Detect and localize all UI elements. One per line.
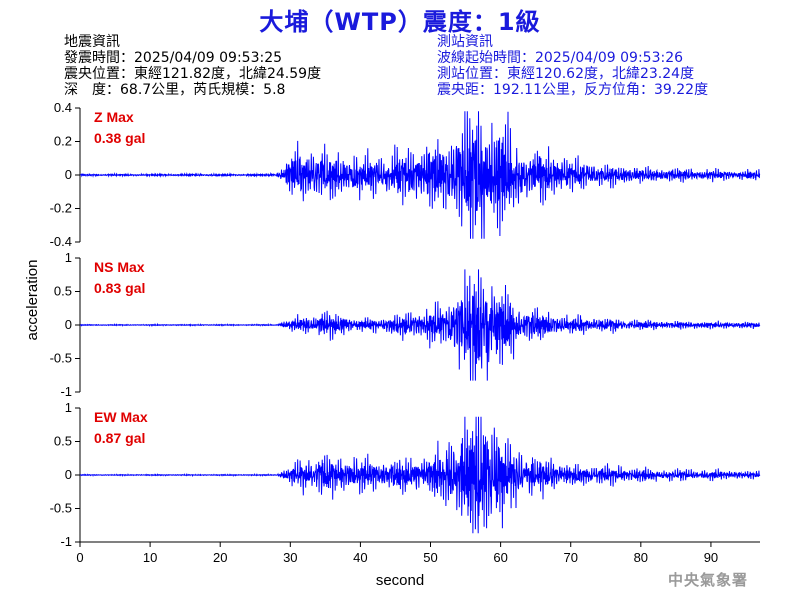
y-tick-label-NS: -0.5 xyxy=(50,351,72,366)
station-location: 測站位置：東經120.62度，北緯23.24度 xyxy=(437,66,695,82)
depth-magnitude: 深 度：68.7公里，芮氏規模：5.8 xyxy=(64,82,286,98)
x-tick-label: 70 xyxy=(563,550,577,565)
station-info-block: 測站資訊 波線起始時間：2025/04/09 09:53:26 測站位置：東經1… xyxy=(437,34,708,98)
station-info-heading: 測站資訊 xyxy=(437,34,493,50)
y-tick-label-EW: -0.5 xyxy=(50,501,72,516)
y-tick-label-Z: -0.4 xyxy=(50,234,72,249)
y-tick-label-EW: 0.5 xyxy=(54,434,72,449)
panel-max-NS: 0.83 gal xyxy=(94,280,145,296)
panel-label-EW: EW Max xyxy=(94,409,148,425)
y-tick-label-NS: 0.5 xyxy=(54,284,72,299)
panel-max-Z: 0.38 gal xyxy=(94,130,145,146)
x-tick-label: 90 xyxy=(704,550,718,565)
epicenter-location: 震央位置：東經121.82度，北緯24.59度 xyxy=(64,66,322,82)
y-tick-label-Z: 0 xyxy=(65,167,72,182)
x-tick-label: 50 xyxy=(423,550,437,565)
waveform-trace-Z xyxy=(79,111,761,239)
y-tick-label-EW: -1 xyxy=(60,534,72,549)
waveform-trace-NS xyxy=(79,269,761,381)
x-tick-label: 80 xyxy=(634,550,648,565)
wave-start-time: 波線起始時間：2025/04/09 09:53:26 xyxy=(437,50,684,66)
y-tick-label-EW: 0 xyxy=(65,467,72,482)
quake-info-block: 地震資訊 發震時間：2025/04/09 09:53:25 震央位置：東經121… xyxy=(64,34,321,98)
y-tick-label-Z: 0.4 xyxy=(54,100,72,115)
agency-footer: 中央氣象署 xyxy=(667,571,748,589)
x-tick-label: 0 xyxy=(76,550,83,565)
y-tick-label-EW: 1 xyxy=(65,400,72,415)
x-axis-title: second xyxy=(376,572,424,589)
y-axis-title: acceleration xyxy=(24,260,41,341)
panel-label-NS: NS Max xyxy=(94,259,145,275)
x-tick-label: 10 xyxy=(143,550,157,565)
x-tick-label: 60 xyxy=(493,550,507,565)
y-tick-label-Z: -0.2 xyxy=(50,201,72,216)
x-tick-label: 30 xyxy=(283,550,297,565)
waveform-trace-EW xyxy=(79,416,761,534)
quake-info-heading: 地震資訊 xyxy=(64,34,120,50)
x-tick-label: 20 xyxy=(213,550,227,565)
epicentral-distance: 震央距：192.11公里，反方位角：39.22度 xyxy=(437,82,709,98)
y-tick-label-NS: -1 xyxy=(60,384,72,399)
chart-title: 大埔（WTP）震度：1級 xyxy=(259,8,541,36)
origin-time: 發震時間：2025/04/09 09:53:25 xyxy=(64,50,283,66)
panel-max-EW: 0.87 gal xyxy=(94,430,145,446)
y-tick-label-NS: 1 xyxy=(65,250,72,265)
x-tick-label: 40 xyxy=(353,550,367,565)
y-tick-label-Z: 0.2 xyxy=(54,134,72,149)
panel-label-Z: Z Max xyxy=(94,109,134,125)
y-tick-label-NS: 0 xyxy=(65,317,72,332)
